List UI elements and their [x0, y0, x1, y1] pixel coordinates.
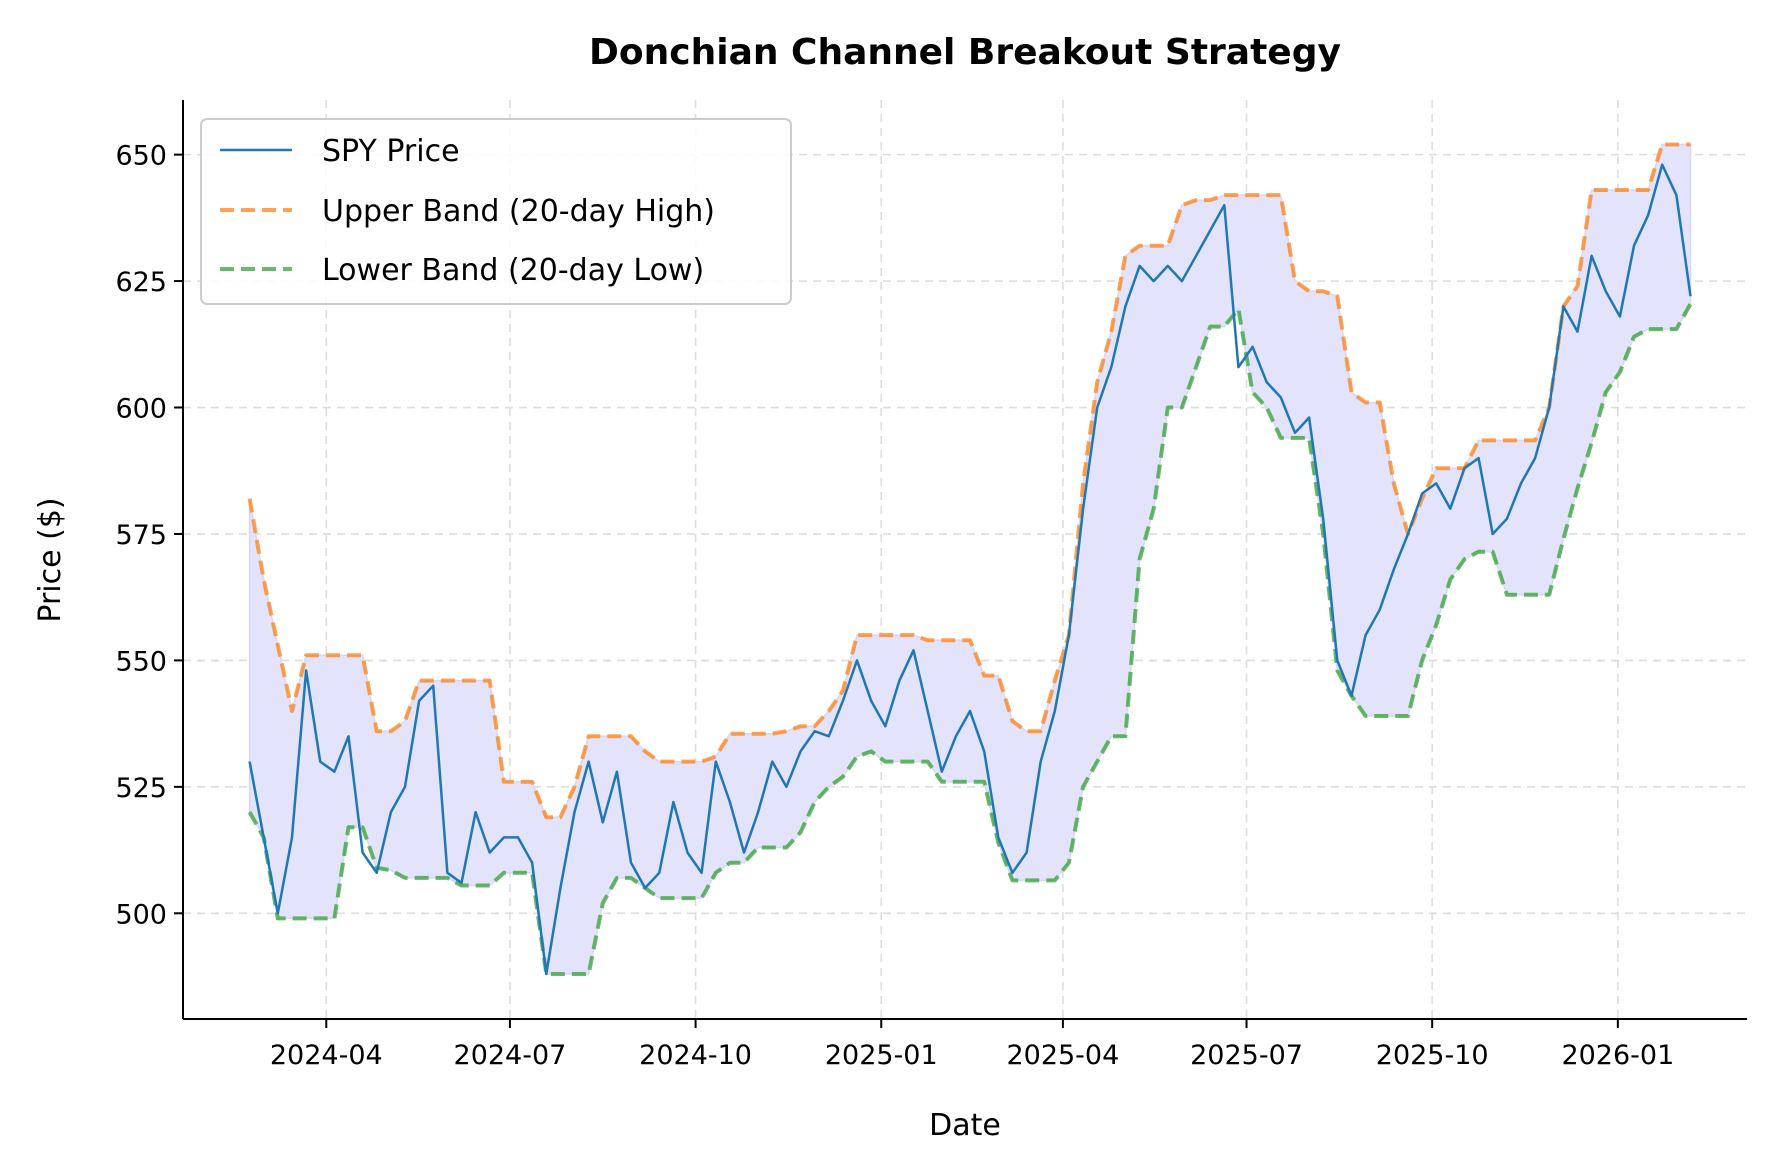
legend-label-lower: Lower Band (20-day Low) — [322, 253, 704, 288]
x-tick-label: 2024-07 — [454, 1040, 567, 1071]
x-tick-label: 2025-10 — [1376, 1040, 1489, 1071]
legend-label-upper: Upper Band (20-day High) — [322, 194, 715, 229]
y-tick-label: 625 — [115, 267, 167, 298]
series-lines — [247, 142, 1693, 976]
x-tick-label: 2025-07 — [1190, 1040, 1303, 1071]
axes: 2024-04 2024-07 2024-10 2025-01 2025-04 2025-… — [115, 100, 1747, 1071]
y-tick-label: 650 — [115, 141, 167, 172]
x-tick-label: 2026-01 — [1561, 1040, 1674, 1071]
y-tick-label: 500 — [115, 899, 167, 930]
y-tick-label: 575 — [115, 520, 167, 551]
y-tick-label: 525 — [115, 773, 167, 804]
x-tick-label: 2024-04 — [270, 1040, 383, 1071]
series-line-price — [248, 163, 1692, 976]
chart-title: Donchian Channel Breakout Strategy — [589, 32, 1341, 73]
y-tick-label: 600 — [115, 394, 167, 425]
x-tick-label: 2024-10 — [639, 1040, 752, 1071]
y-tick-label: 550 — [115, 646, 167, 677]
legend-label-price: SPY Price — [322, 134, 460, 169]
x-axis-label: Date — [929, 1108, 1001, 1143]
series-line-lower-band — [247, 302, 1693, 976]
y-axis-label: Price ($) — [33, 497, 68, 622]
legend: SPY Price Upper Band (20-day High) Lower… — [200, 118, 792, 305]
legend-box — [200, 118, 792, 305]
series-line-upper-band — [247, 142, 1691, 820]
x-tick-label: 2025-04 — [1006, 1040, 1119, 1071]
x-tick-label: 2025-01 — [825, 1040, 938, 1071]
